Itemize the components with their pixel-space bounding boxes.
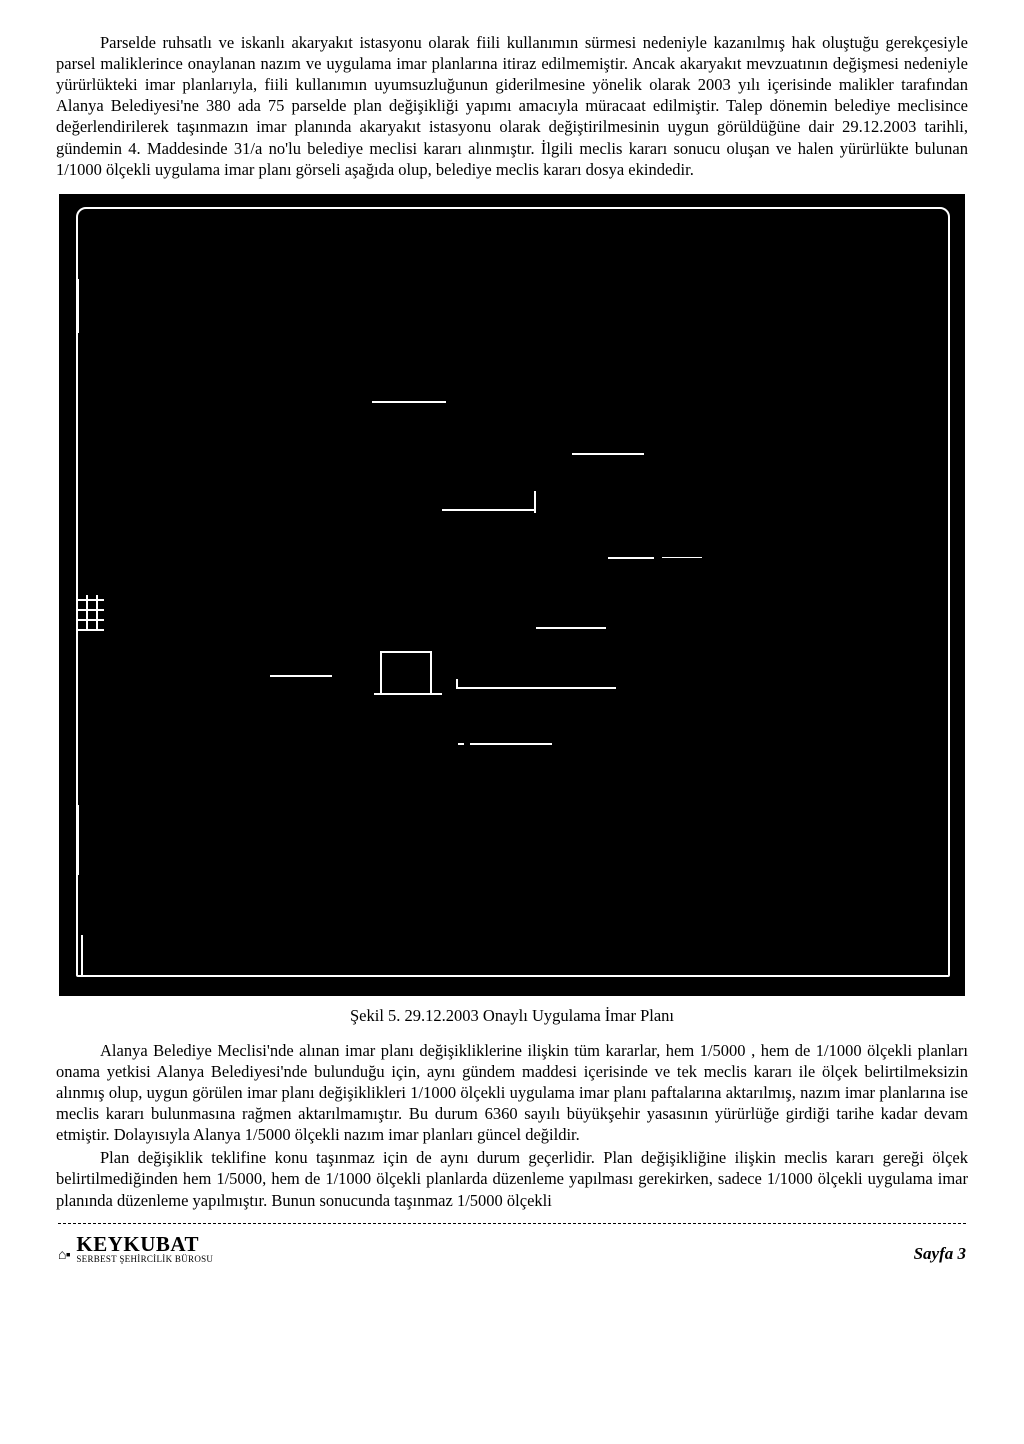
document-page: Parselde ruhsatlı ve iskanlı akaryakıt i… — [0, 0, 1024, 1444]
footer-logo-icon: ⌂▪ — [58, 1248, 70, 1264]
map-line — [442, 509, 534, 511]
map-line — [470, 743, 552, 745]
map-line — [77, 279, 79, 333]
map-line — [662, 557, 702, 558]
map-line — [608, 557, 654, 559]
map-line — [77, 805, 79, 875]
map-line — [270, 675, 332, 677]
map-block-icon — [380, 651, 432, 695]
footer-page-number: Sayfa 3 — [914, 1244, 966, 1264]
map-line — [456, 687, 616, 689]
figure-caption: Şekil 5. 29.12.2003 Onaylı Uygulama İmar… — [56, 1006, 968, 1026]
map-tick — [458, 743, 464, 745]
footer-rule — [56, 1223, 968, 1224]
map-line — [536, 627, 606, 629]
map-line — [81, 935, 83, 975]
figure-plan-map — [59, 194, 965, 996]
map-line — [572, 453, 644, 455]
page-footer: ⌂▪ KEYKUBAT SERBEST ŞEHİRCİLİK BÜROSU Sa… — [56, 1234, 968, 1264]
map-hatch-icon — [76, 595, 104, 631]
map-line — [372, 401, 446, 403]
figure-inner-frame — [76, 207, 950, 977]
footer-brand-block: ⌂▪ KEYKUBAT SERBEST ŞEHİRCİLİK BÜROSU — [58, 1234, 213, 1264]
paragraph-1: Parselde ruhsatlı ve iskanlı akaryakıt i… — [56, 32, 968, 180]
paragraph-2: Alanya Belediye Meclisi'nde alınan imar … — [56, 1040, 968, 1146]
map-line — [534, 491, 536, 513]
map-line — [456, 679, 458, 689]
footer-brand-text: KEYKUBAT SERBEST ŞEHİRCİLİK BÜROSU — [76, 1234, 213, 1264]
footer-brand-name: KEYKUBAT — [76, 1234, 213, 1255]
paragraph-3: Plan değişiklik teklifine konu taşınmaz … — [56, 1147, 968, 1210]
footer-brand-subline: SERBEST ŞEHİRCİLİK BÜROSU — [76, 1254, 213, 1264]
